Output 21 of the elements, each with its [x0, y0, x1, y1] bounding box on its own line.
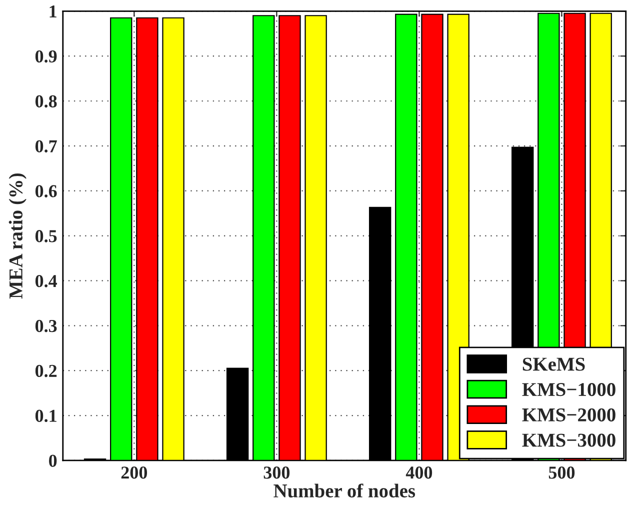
y-tick-label: 1 [50, 5, 56, 18]
y-tick-label: 0.7 [35, 140, 57, 152]
x-tick-label: 200 [121, 466, 148, 479]
x-axis-title: Number of nodes [274, 484, 416, 498]
y-tick-label: 0.4 [35, 274, 58, 288]
x-tick-label: 400 [406, 466, 432, 479]
legend-label: KMS−2000 [522, 408, 616, 422]
y-tick-label: 0 [49, 454, 57, 467]
y-tick-label: 0.6 [35, 185, 57, 198]
x-tick-label: 500 [548, 466, 575, 479]
y-tick-label: 0.5 [35, 230, 57, 242]
y-tick-label: 0.8 [35, 95, 57, 108]
legend-label: SKeMS [522, 358, 585, 371]
y-tick-label: 0.3 [35, 320, 57, 332]
legend-label: KMS−1000 [522, 382, 616, 396]
y-tick-label: 0.2 [35, 364, 57, 378]
y-axis-title: MEA ratio (%) [8, 173, 26, 299]
legend-label: KMS−3000 [522, 434, 616, 447]
y-tick-label: 0.9 [35, 50, 57, 63]
x-tick-label: 300 [264, 466, 290, 479]
y-tick-label: 0.1 [35, 410, 56, 422]
